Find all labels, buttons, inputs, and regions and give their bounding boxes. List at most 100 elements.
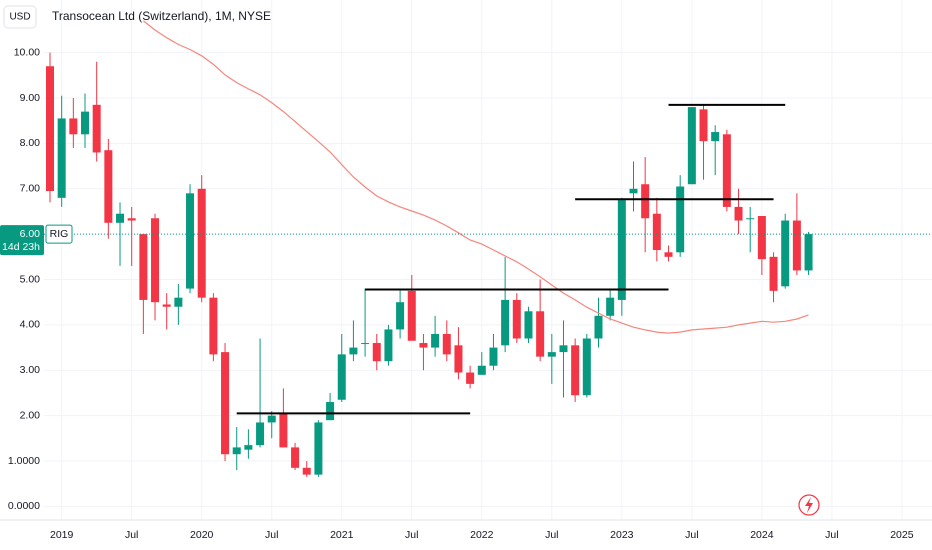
candle-body [687, 107, 696, 185]
x-tick-label: Jul [265, 529, 278, 541]
candle-body [781, 220, 790, 287]
candle-body [151, 218, 160, 303]
x-tick-label: Jul [545, 529, 558, 541]
candle-body [571, 345, 580, 396]
candle-body [641, 184, 650, 219]
candle-body [652, 213, 661, 251]
plot-area [44, 20, 932, 477]
candle-body [676, 186, 685, 253]
candle-body [559, 345, 568, 353]
candle-body [606, 297, 615, 316]
x-tick-label: 2019 [50, 529, 74, 541]
candle-body [279, 413, 288, 448]
candle-body [594, 315, 603, 339]
candle-body [92, 104, 101, 153]
candle-body [116, 213, 125, 223]
symbol-label: RIG [50, 228, 69, 240]
currency[interactable]: USD [9, 12, 30, 23]
x-tick-label: 2023 [610, 529, 634, 541]
candle-body [186, 193, 195, 289]
candle-body [466, 372, 475, 384]
candle-body [197, 188, 206, 298]
y-tick-label: 0.0000 [8, 500, 40, 512]
x-tick-label: Jul [125, 529, 138, 541]
x-tick-label: Jul [685, 529, 698, 541]
candle-body [349, 347, 358, 355]
moving-average [143, 20, 809, 334]
candle-body [267, 415, 276, 423]
y-tick-label: 3.00 [20, 364, 41, 376]
candle-body [127, 218, 136, 221]
candle-body [512, 299, 521, 339]
candle-body [46, 66, 54, 192]
countdown: 14d 23h [2, 241, 40, 253]
candle-body [384, 329, 393, 362]
currency-button[interactable] [3, 5, 37, 29]
y-tick-label: 4.00 [20, 319, 41, 331]
candle-body [477, 365, 486, 375]
candle-body [81, 111, 90, 135]
candle-body [162, 304, 171, 307]
candle-body [326, 402, 335, 421]
candle-body [442, 333, 451, 355]
candle-body [396, 302, 405, 330]
symbol-tag [45, 224, 73, 244]
candle-body [302, 467, 311, 475]
candle-body [174, 297, 183, 307]
x-tick-label: 2022 [470, 529, 494, 541]
candle-body [314, 422, 323, 475]
x-tick-label: 2021 [330, 529, 354, 541]
candle-body [419, 343, 428, 348]
candle-body [699, 109, 708, 142]
x-tick-label: Jul [825, 529, 838, 541]
candle-body [769, 256, 778, 291]
alert-icon[interactable] [798, 494, 820, 516]
candle-body [372, 343, 381, 362]
candle-body [407, 290, 416, 341]
candle-body [757, 215, 766, 260]
candle-body [722, 134, 731, 207]
candle-body [232, 447, 241, 455]
candle-body [629, 188, 638, 194]
candle-body [524, 311, 533, 339]
candle-body [489, 347, 498, 366]
candle-body [291, 447, 300, 468]
candle-body [547, 352, 556, 357]
candle-body [746, 218, 755, 220]
candle-body [734, 206, 743, 221]
y-tick-label: 2.00 [20, 409, 41, 421]
y-tick-label: 5.00 [20, 273, 41, 285]
last-price-label: 6.00 [20, 228, 41, 240]
candle-body [361, 343, 370, 345]
x-tick-label: 2025 [890, 529, 914, 541]
candle-body [711, 132, 720, 142]
candle-body [209, 297, 218, 355]
last-price-box [0, 225, 44, 256]
x-tick-label: 2020 [190, 529, 214, 541]
candle-body [139, 234, 148, 300]
candle-body [536, 311, 545, 357]
x-tick-label: Jul [405, 529, 418, 541]
candle-body [454, 345, 463, 373]
candle-body [582, 338, 591, 396]
candle-body [256, 422, 265, 446]
candle-body [337, 354, 346, 400]
candle-body [792, 220, 801, 271]
candle-body [69, 118, 78, 135]
candle-body [617, 200, 626, 300]
y-tick-label: 7.00 [20, 183, 41, 195]
y-tick-label: 9.00 [20, 92, 41, 104]
x-tick-label: 2024 [750, 529, 774, 541]
candle-body [664, 252, 673, 257]
axes: 0.0000 1.0000 2.00 3.00 4.00 5.00 6.00 7.00 8.00… [0, 46, 914, 541]
candle-body [221, 352, 230, 455]
candle-body [804, 234, 813, 271]
candle-body [501, 299, 510, 346]
y-tick-label: 10.00 [14, 46, 40, 58]
y-tick-label: 8.00 [20, 137, 41, 149]
y-tick-label: 1.0000 [8, 455, 40, 467]
candle-body [57, 118, 66, 198]
chart-title: Transocean Ltd (Switzerland), 1M, NYSE [52, 9, 271, 23]
candle-body [244, 445, 253, 450]
